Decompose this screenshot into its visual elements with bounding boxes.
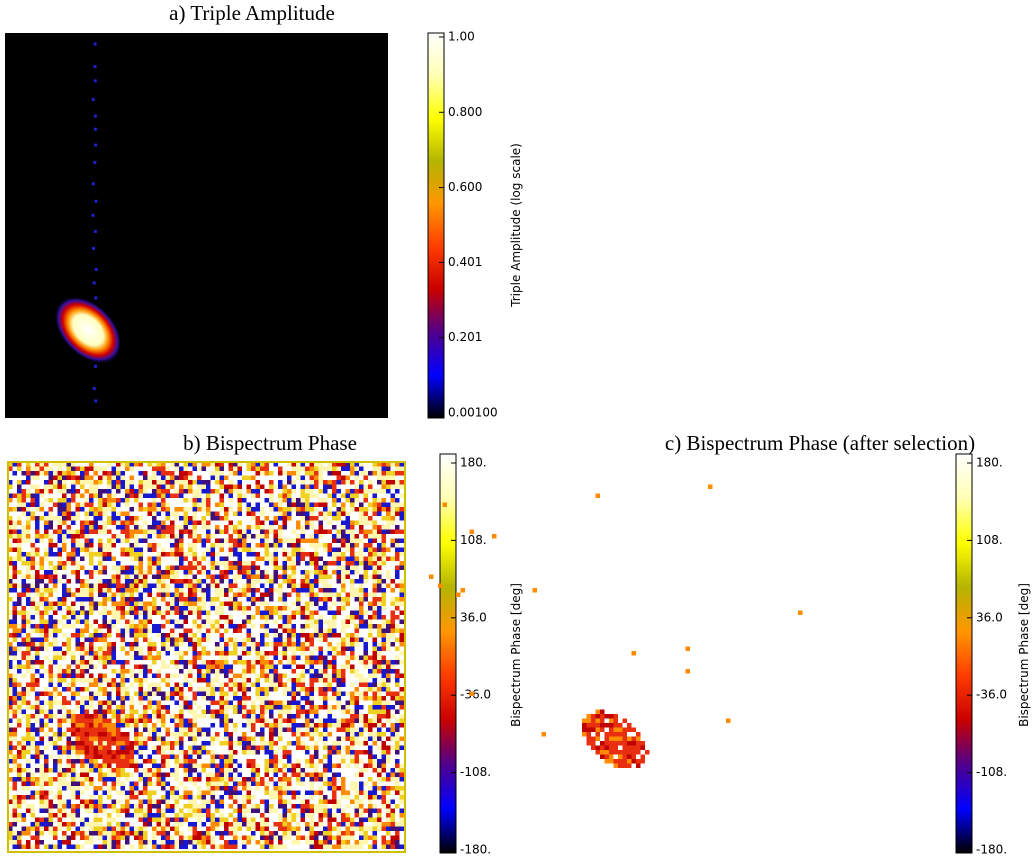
colorbar-tick-label: 0.00100 bbox=[448, 406, 498, 420]
image-pixels bbox=[91, 213, 95, 217]
colorbar-tick-label: -108. bbox=[460, 765, 491, 779]
image-pixels bbox=[8, 462, 404, 849]
image-pixels bbox=[92, 246, 96, 250]
image-blob bbox=[54, 296, 122, 364]
colorbar-tick-label: -36.0 bbox=[460, 688, 491, 702]
image-pixels bbox=[8, 462, 404, 849]
image-pixels bbox=[94, 399, 98, 403]
image-pixels bbox=[94, 364, 98, 368]
image-pixels bbox=[93, 229, 97, 233]
colorbar-tick-label: 108. bbox=[460, 533, 487, 547]
colorbar bbox=[427, 32, 445, 419]
colorbar-label: Bispectrum Phase [deg] bbox=[1017, 583, 1031, 727]
image-pixels bbox=[94, 267, 98, 271]
image-pixels bbox=[94, 143, 98, 147]
colorbar-tick-label: 0.201 bbox=[448, 330, 482, 344]
colorbar-tick-label: 0.401 bbox=[448, 255, 482, 269]
colorbar bbox=[439, 453, 457, 854]
image-pixels bbox=[8, 462, 404, 849]
image-pixels bbox=[93, 114, 97, 118]
colorbar-tick-label: 0.600 bbox=[448, 180, 482, 194]
image-pixels bbox=[91, 98, 95, 102]
image-pixels bbox=[93, 160, 97, 164]
image-pixels bbox=[92, 386, 96, 390]
image-pixels bbox=[93, 64, 97, 68]
colorbar-tick-label: 1.00 bbox=[448, 30, 475, 44]
panel-title: b) Bispectrum Phase bbox=[183, 431, 357, 455]
colorbar-tick-label: 36.0 bbox=[976, 610, 1003, 624]
colorbar-tick-label: -36.0 bbox=[976, 688, 1007, 702]
colorbar-tick-label: 180. bbox=[976, 456, 1003, 470]
image-pixels bbox=[94, 296, 98, 300]
colorbar-label: Bispectrum Phase [deg] bbox=[509, 583, 523, 727]
colorbar bbox=[955, 453, 973, 854]
colorbar-label: Triple Amplitude (log scale) bbox=[509, 143, 523, 308]
image-frame bbox=[7, 461, 406, 853]
panel-title: c) Bispectrum Phase (after selection) bbox=[665, 431, 975, 455]
image-pixels bbox=[93, 127, 97, 131]
image-pixels bbox=[91, 182, 95, 186]
colorbar-tick-label: 180. bbox=[460, 456, 487, 470]
panel-title: a) Triple Amplitude bbox=[169, 1, 335, 25]
colorbar-tick-label: -180. bbox=[976, 843, 1007, 857]
colorbar-tick-label: 108. bbox=[976, 533, 1003, 547]
colorbar-tick-label: 36.0 bbox=[460, 610, 487, 624]
colorbar-tick-label: -180. bbox=[460, 843, 491, 857]
image-background bbox=[5, 33, 388, 418]
image-pixels bbox=[92, 281, 96, 285]
image-pixels bbox=[93, 42, 97, 46]
colorbar-tick-label: -108. bbox=[976, 765, 1007, 779]
image-pixels bbox=[94, 199, 98, 203]
image-pixels bbox=[93, 79, 97, 83]
image-pixels bbox=[8, 462, 404, 849]
colorbar-tick-label: 0.800 bbox=[448, 105, 482, 119]
